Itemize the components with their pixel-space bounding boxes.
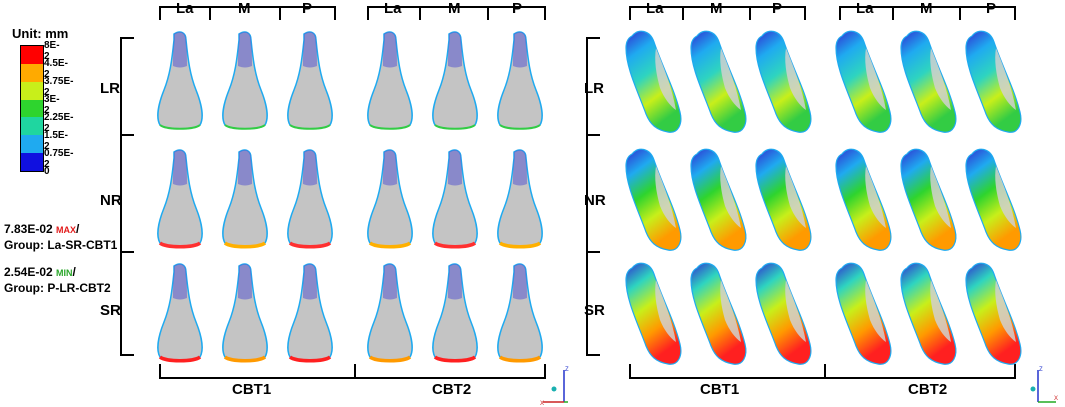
legend-label: 8E-2 — [44, 40, 60, 62]
tooth-side-view — [755, 30, 812, 133]
legend-swatch — [21, 117, 43, 136]
row-label: SR — [100, 302, 121, 319]
tooth-front-view — [367, 263, 413, 363]
tooth-side-view — [835, 148, 892, 251]
tooth-side-view — [755, 262, 812, 365]
column-label: P — [512, 0, 523, 17]
column-label: M — [238, 0, 251, 17]
tooth-front-view — [157, 149, 203, 249]
axis-triad-icon: Z X — [1030, 367, 1058, 403]
tooth-side-view — [900, 30, 957, 133]
tooth-front-view — [367, 149, 413, 249]
legend-label: 0.75E-2 — [44, 148, 74, 170]
tooth-front-view — [432, 31, 478, 130]
legend-swatch — [21, 153, 43, 172]
legend-label: 4.5E-2 — [44, 58, 68, 80]
tooth-side-view — [835, 262, 892, 365]
max-value: 7.83E-02 — [4, 222, 53, 236]
legend-label: 3.75E-2 — [44, 76, 74, 98]
group-label: CBT1 — [700, 381, 740, 398]
tooth-side-view — [625, 262, 682, 365]
min-word: MIN — [56, 268, 73, 278]
axis-triad-icon: Z X — [540, 367, 569, 407]
tooth-front-view — [222, 149, 268, 249]
tooth-front-view — [287, 31, 333, 130]
legend-swatch — [21, 99, 43, 118]
column-label: M — [710, 0, 723, 17]
tooth-side-view — [690, 30, 747, 133]
max-word: MAX — [56, 225, 77, 235]
tooth-front-view — [497, 149, 543, 249]
max-stat: 7.83E-02 MAX/ Group: La-SR-CBT1 — [4, 222, 118, 252]
tooth-side-view — [965, 262, 1022, 365]
row-label: NR — [584, 192, 606, 209]
legend-swatch — [21, 63, 43, 82]
tooth-side-view — [755, 148, 812, 251]
tooth-front-view — [497, 263, 543, 363]
row-label: LR — [584, 80, 604, 97]
row-label: SR — [584, 302, 605, 319]
min-stat: 2.54E-02 MIN/ Group: P-LR-CBT2 — [4, 265, 111, 295]
tooth-side-view — [625, 30, 682, 133]
column-label: M — [920, 0, 933, 17]
column-label: P — [772, 0, 783, 17]
axis-z-label: Z — [565, 367, 569, 373]
group-label: CBT2 — [908, 381, 948, 398]
tooth-front-view — [367, 31, 413, 130]
tooth-side-view — [835, 30, 892, 133]
legend-swatch — [21, 81, 43, 100]
column-label: La — [856, 0, 874, 17]
row-label: NR — [100, 192, 122, 209]
legend-swatch — [21, 46, 43, 64]
tooth-front-view — [497, 31, 543, 130]
tooth-side-view — [690, 262, 747, 365]
axis-x-label: X — [1054, 396, 1058, 402]
tooth-side-view — [625, 148, 682, 251]
tooth-front-view — [287, 149, 333, 249]
column-label: M — [448, 0, 461, 17]
tooth-front-view — [222, 263, 268, 363]
legend-label: 2.25E-2 — [44, 112, 74, 134]
legend-swatch — [21, 135, 43, 154]
column-label: P — [986, 0, 997, 17]
max-group: Group: La-SR-CBT1 — [4, 238, 118, 252]
tooth-side-view — [965, 148, 1022, 251]
tooth-side-view — [965, 30, 1022, 133]
tooth-front-view — [222, 31, 268, 130]
tooth-side-view — [900, 262, 957, 365]
column-label: P — [302, 0, 313, 17]
tooth-front-view — [157, 263, 203, 363]
tooth-front-view — [432, 149, 478, 249]
legend-label: 3E-2 — [44, 94, 60, 116]
tooth-front-view — [287, 263, 333, 363]
axis-x-label: X — [540, 401, 544, 407]
legend-color-bar — [20, 45, 44, 172]
legend-label: 0 — [44, 166, 50, 177]
column-label: La — [384, 0, 402, 17]
row-label: LR — [100, 80, 120, 97]
min-value: 2.54E-02 — [4, 265, 53, 279]
group-label: CBT1 — [232, 381, 272, 398]
tooth-front-view — [157, 31, 203, 130]
legend-label: 1.5E-2 — [44, 130, 68, 152]
min-group: Group: P-LR-CBT2 — [4, 281, 111, 295]
axis-z-label: Z — [1039, 367, 1043, 373]
tooth-side-view — [690, 148, 747, 251]
column-label: La — [176, 0, 194, 17]
group-label: CBT2 — [432, 381, 472, 398]
tooth-front-view — [432, 263, 478, 363]
legend-title: Unit: mm — [12, 26, 69, 41]
tooth-side-view — [900, 148, 957, 251]
column-label: La — [646, 0, 664, 17]
